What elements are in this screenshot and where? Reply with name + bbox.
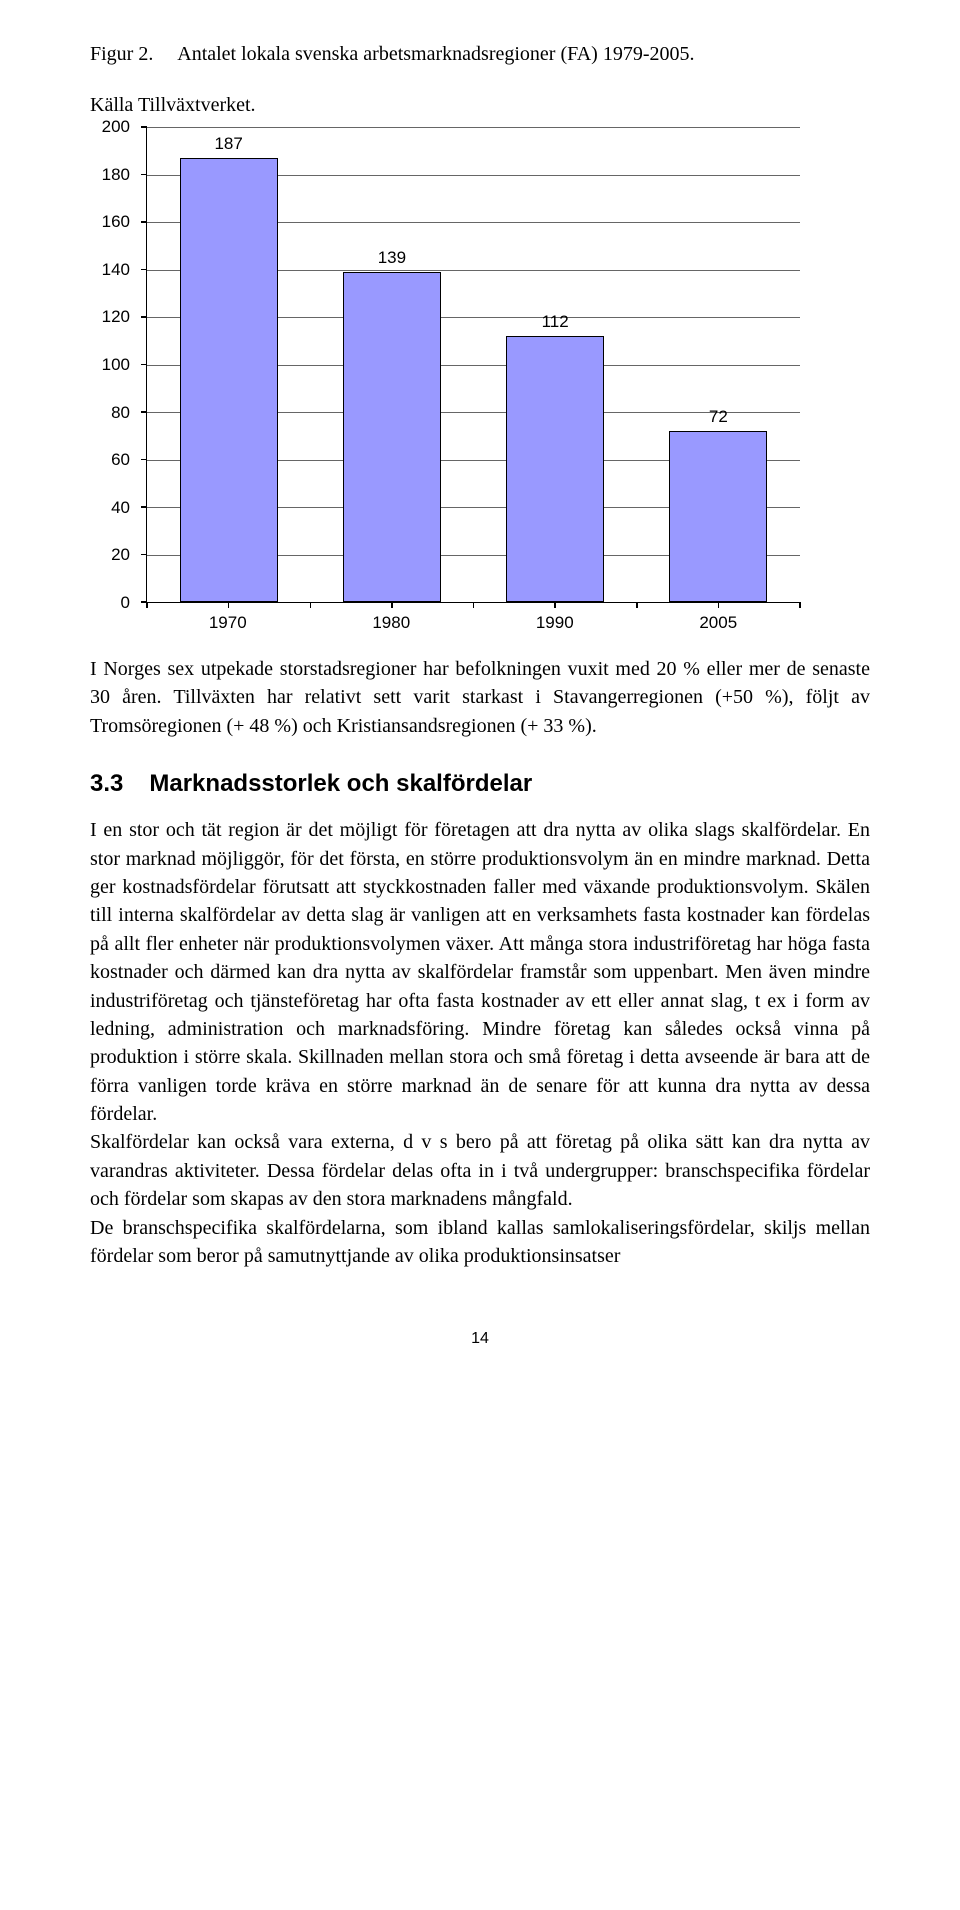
- x-boundary-tick: [636, 602, 638, 608]
- x-tick-mark: [228, 602, 230, 608]
- page-number: 14: [90, 1330, 870, 1348]
- chart-plot-area: 187 139 112 72: [146, 127, 800, 603]
- x-tick-label: 1980: [372, 613, 410, 633]
- paragraph-1: I Norges sex utpekade storstadsregioner …: [90, 655, 870, 740]
- heading-number: 3.3: [90, 770, 123, 797]
- chart-bar: [180, 158, 278, 602]
- x-boundary-tick: [146, 602, 148, 608]
- figure-source: Källa Tillväxtverket.: [90, 94, 870, 117]
- chart-bar: [669, 431, 767, 602]
- y-tick-label: 180: [90, 165, 130, 185]
- chart-x-axis: 1970 1980 1990 2005: [146, 609, 800, 637]
- y-tick-label: 20: [90, 545, 130, 565]
- paragraph-4: De branschspecifika skalfördelarna, som …: [90, 1214, 870, 1271]
- x-tick-label: 2005: [699, 613, 737, 633]
- figure-label: Figur 2.: [90, 43, 153, 65]
- y-tick-label: 100: [90, 355, 130, 375]
- bar-chart: 020406080100120140160180200 18713911272 …: [90, 127, 810, 637]
- grid-line: [147, 127, 800, 128]
- heading-text: Marknadsstorlek och skalfördelar: [149, 770, 532, 797]
- x-tick-mark: [718, 602, 720, 608]
- figure-caption-text: Antalet lokala svenska arbetsmarknadsreg…: [177, 43, 694, 65]
- chart-bar: [343, 272, 441, 602]
- x-tick-label: 1990: [536, 613, 574, 633]
- bar-value-label: 112: [542, 312, 569, 332]
- x-tick-mark: [391, 602, 393, 608]
- chart-y-axis: 020406080100120140160180200: [90, 127, 136, 603]
- y-tick-label: 0: [90, 593, 130, 613]
- y-tick-label: 60: [90, 450, 130, 470]
- figure-caption: Figur 2. Antalet lokala svenska arbetsma…: [90, 40, 870, 68]
- paragraph-2: I en stor och tät region är det möjligt …: [90, 816, 870, 1128]
- x-boundary-tick: [473, 602, 475, 608]
- y-tick-label: 140: [90, 260, 130, 280]
- x-tick-label: 1970: [209, 613, 247, 633]
- x-boundary-tick: [310, 602, 312, 608]
- y-tick-label: 160: [90, 212, 130, 232]
- y-tick-label: 120: [90, 307, 130, 327]
- paragraph-3: Skalfördelar kan också vara externa, d v…: [90, 1128, 870, 1213]
- chart-bar: [506, 336, 604, 602]
- x-boundary-tick: [799, 602, 801, 608]
- bar-value-label: 72: [709, 407, 728, 427]
- y-tick-label: 80: [90, 403, 130, 423]
- y-tick-label: 40: [90, 498, 130, 518]
- x-tick-mark: [554, 602, 556, 608]
- y-tick-label: 200: [90, 117, 130, 137]
- section-heading: 3.3 Marknadsstorlek och skalfördelar: [90, 770, 870, 798]
- bar-value-label: 139: [378, 248, 406, 268]
- bar-value-label: 187: [214, 134, 242, 154]
